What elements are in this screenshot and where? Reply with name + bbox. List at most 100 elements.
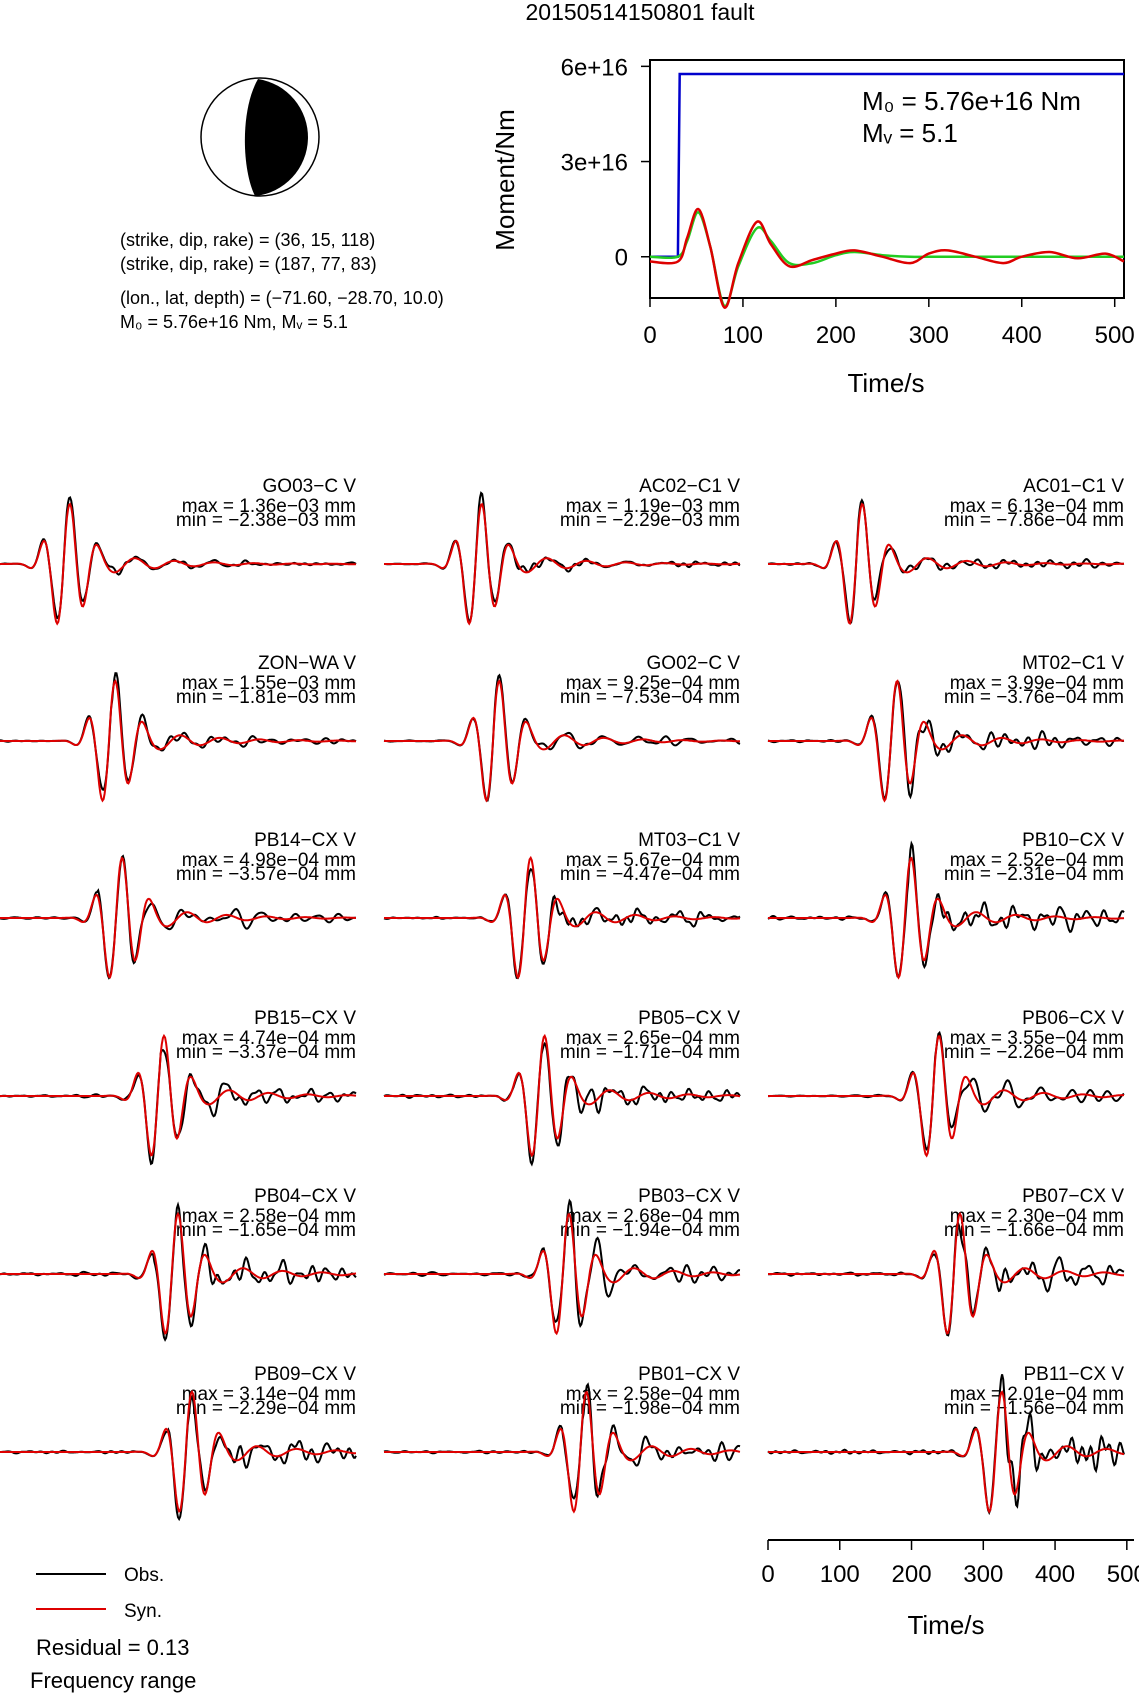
station-name: AC02−C1 V <box>639 476 740 497</box>
station-name: GO03−C V <box>263 476 357 497</box>
station-min: min = −1.65e−04 mm <box>176 1220 356 1241</box>
observed-waveform <box>0 1048 357 1166</box>
station-name: GO02−C V <box>647 653 741 674</box>
station-name: MT02−C1 V <box>1022 653 1124 674</box>
focal-line-1: (strike, dip, rake) = (36, 15, 118) <box>120 230 375 250</box>
station-name: PB04−CX V <box>254 1186 356 1207</box>
station-name: PB01−CX V <box>638 1364 740 1385</box>
station-max: max = 3.55e−04 mm <box>950 1028 1124 1049</box>
moment-xtick-label: 400 <box>1002 322 1042 349</box>
bottom-time-axis: Time/s 0 100 200 300 400 500 <box>761 1539 1139 1640</box>
station-max: max = 1.55e−03 mm <box>182 673 356 694</box>
moment-ytick-label: 0 <box>615 245 628 272</box>
station-min: min = −1.71e−04 mm <box>560 1042 740 1063</box>
bottom-xtick-label: 400 <box>1035 1561 1075 1588</box>
moment-ytick-label: 3e+16 <box>561 150 628 177</box>
synthetic-waveform <box>384 502 740 626</box>
station-min: min = −4.47e−04 mm <box>560 864 740 885</box>
station-max: max = 4.98e−04 mm <box>182 850 356 871</box>
station-max: max = 2.01e−04 mm <box>950 1384 1124 1405</box>
station-max: max = 1.19e−03 mm <box>566 496 740 517</box>
station-name: PB07−CX V <box>1022 1186 1124 1207</box>
station-min: min = −2.29e−03 mm <box>560 510 740 531</box>
station-min: min = −2.31e−04 mm <box>944 864 1124 885</box>
synthetic-waveform <box>768 1211 1124 1335</box>
synthetic-waveform <box>384 1213 741 1336</box>
station-min: min = −3.57e−04 mm <box>176 864 356 885</box>
station-name: ZON−WA V <box>258 653 356 674</box>
station-min: min = −2.26e−04 mm <box>944 1042 1124 1063</box>
station-max: max = 9.25e−04 mm <box>566 673 740 694</box>
station-name: PB06−CX V <box>1022 1008 1124 1029</box>
bottom-xlabel: Time/s <box>907 1610 984 1640</box>
station-min: min = −7.86e−04 mm <box>944 510 1124 531</box>
synthetic-waveform <box>0 1389 356 1513</box>
station-min: min = −1.81e−03 mm <box>176 687 356 708</box>
moment-xtick-label: 200 <box>816 322 856 349</box>
legend-obs-label: Obs. <box>124 1565 164 1586</box>
moment-xtick-label: 100 <box>723 322 763 349</box>
synthetic-waveform <box>0 502 357 626</box>
synthetic-waveform <box>384 679 740 803</box>
legend-syn-label: Syn. <box>124 1601 162 1622</box>
synthetic-waveform <box>768 1035 1124 1158</box>
station-name: PB14−CX V <box>254 830 356 851</box>
moment-rate-chart: Moment/Nm Time/s M₀ = 5.76e+16 Nm Mᵥ = 5… <box>490 54 1135 398</box>
station-max: max = 1.36e−03 mm <box>182 496 356 517</box>
moment-xtick-label: 0 <box>643 322 656 349</box>
station-max: max = 2.65e−04 mm <box>566 1028 740 1049</box>
moment-m0-label: M₀ = 5.76e+16 Nm <box>862 86 1081 116</box>
station-min: min = −1.94e−04 mm <box>560 1220 740 1241</box>
station-name: PB05−CX V <box>638 1008 740 1029</box>
station-max: max = 2.30e−04 mm <box>950 1206 1124 1227</box>
moment-xtick-label: 500 <box>1095 322 1135 349</box>
residual-label: Residual = 0.13 <box>36 1635 190 1660</box>
station-min: min = −3.37e−04 mm <box>176 1042 356 1063</box>
station-max: max = 2.58e−04 mm <box>182 1206 356 1227</box>
legend: Obs. Syn. Residual = 0.13 Frequency rang… <box>30 1565 196 1693</box>
focal-line-2: (strike, dip, rake) = (187, 77, 83) <box>120 254 377 274</box>
station-name: PB09−CX V <box>254 1364 356 1385</box>
focal-line-3: (lon., lat, depth) = (−71.60, −28.70, 10… <box>120 288 444 308</box>
bottom-xtick-label: 0 <box>761 1561 774 1588</box>
bottom-xtick-label: 200 <box>892 1561 932 1588</box>
station-min: min = −3.76e−04 mm <box>944 687 1124 708</box>
station-max: max = 2.58e−04 mm <box>566 1384 740 1405</box>
synthetic-waveform <box>384 855 740 980</box>
station-min: min = −7.53e−04 mm <box>560 687 740 708</box>
synthetic-waveform <box>384 1033 741 1158</box>
station-max: max = 6.13e−04 mm <box>950 496 1124 517</box>
synthetic-waveform <box>768 679 1124 803</box>
station-min: min = −1.66e−04 mm <box>944 1220 1124 1241</box>
synthetic-waveform <box>0 856 356 979</box>
station-max: max = 3.14e−04 mm <box>182 1384 356 1405</box>
station-min: min = −2.38e−03 mm <box>176 510 356 531</box>
synthetic-waveform <box>768 1390 1125 1514</box>
bottom-xtick-label: 100 <box>820 1561 860 1588</box>
synthetic-waveform <box>0 1211 357 1335</box>
moment-mw-label: Mᵥ = 5.1 <box>862 118 958 148</box>
moment-plot-frame <box>649 59 1125 299</box>
bottom-xtick-label: 500 <box>1107 1561 1139 1588</box>
station-min: min = −1.56e−04 mm <box>944 1398 1124 1419</box>
station-name: PB11−CX V <box>1023 1364 1124 1385</box>
station-max: max = 3.99e−04 mm <box>950 673 1124 694</box>
station-name: PB15−CX V <box>254 1008 356 1029</box>
